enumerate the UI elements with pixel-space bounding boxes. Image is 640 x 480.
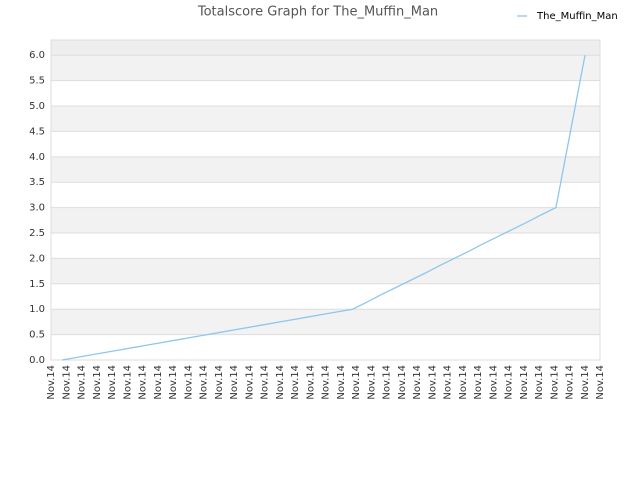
x-tick-label: Nov.14 xyxy=(229,365,240,400)
y-tick-label: 2.0 xyxy=(29,253,45,264)
x-tick-label: Nov.14 xyxy=(321,365,332,400)
y-tick-label: 0.0 xyxy=(29,355,45,366)
grid-band xyxy=(51,309,600,335)
x-tick-label: Nov.14 xyxy=(153,365,164,400)
y-tick-label: 1.0 xyxy=(29,304,45,315)
y-tick-label: 5.0 xyxy=(29,101,45,112)
x-tick-label: Nov.14 xyxy=(595,365,606,400)
grid-band xyxy=(51,233,600,259)
y-tick-label: 4.5 xyxy=(29,126,45,137)
x-tick-label: Nov.14 xyxy=(534,365,545,400)
x-tick-label: Nov.14 xyxy=(183,365,194,400)
x-tick-label: Nov.14 xyxy=(138,365,149,400)
x-tick-label: Nov.14 xyxy=(382,365,393,400)
x-tick-label: Nov.14 xyxy=(580,365,591,400)
plot-border xyxy=(50,39,601,361)
x-tick-label: Nov.14 xyxy=(519,365,530,400)
grid-band xyxy=(51,106,600,132)
y-tick-label: 6.0 xyxy=(29,50,45,61)
grid-band xyxy=(51,207,600,234)
x-tick-label: Nov.14 xyxy=(214,365,225,400)
grid-band xyxy=(51,55,600,81)
y-tick-label: 3.0 xyxy=(29,203,45,214)
grid-band xyxy=(51,283,600,310)
grid-band xyxy=(51,182,600,208)
x-tick-label: Nov.14 xyxy=(275,365,286,400)
data-line xyxy=(61,55,586,361)
x-tick-label: Nov.14 xyxy=(458,365,469,400)
x-tick-label: Nov.14 xyxy=(488,365,499,400)
y-tick-label: 5.5 xyxy=(29,76,45,87)
x-tick-label: Nov.14 xyxy=(107,365,118,400)
x-tick-label: Nov.14 xyxy=(122,365,133,400)
x-tick-label: Nov.14 xyxy=(77,365,88,400)
x-tick-label: Nov.14 xyxy=(397,365,408,400)
grid-band xyxy=(51,80,600,107)
grid-band xyxy=(51,258,600,284)
x-tick-label: Nov.14 xyxy=(427,365,438,400)
x-tick-label: Nov.14 xyxy=(336,365,347,400)
x-tick-label: Nov.14 xyxy=(473,365,484,400)
grid-band xyxy=(51,334,600,360)
chart-title: Totalscore Graph for The_Muffin_Man xyxy=(197,5,438,20)
x-tick-label: Nov.14 xyxy=(244,365,255,400)
grid-band xyxy=(51,156,600,183)
x-tick-label: Nov.14 xyxy=(199,365,210,400)
y-tick-label: 1.5 xyxy=(29,279,45,290)
y-tick-label: 0.5 xyxy=(29,330,45,341)
x-tick-label: Nov.14 xyxy=(504,365,515,400)
y-tick-label: 3.5 xyxy=(29,177,45,188)
grid-band xyxy=(51,131,600,157)
y-tick-label: 2.5 xyxy=(29,228,45,239)
x-tick-label: Nov.14 xyxy=(290,365,301,400)
x-tick-label: Nov.14 xyxy=(168,365,179,400)
x-tick-label: Nov.14 xyxy=(412,365,423,400)
x-tick-label: Nov.14 xyxy=(92,365,103,400)
x-tick-label: Nov.14 xyxy=(366,365,377,400)
x-tick-label: Nov.14 xyxy=(305,365,316,400)
x-tick-label: Nov.14 xyxy=(260,365,271,400)
x-tick-label: Nov.14 xyxy=(443,365,454,400)
legend-label: The_Muffin_Man xyxy=(536,11,618,22)
x-tick-label: Nov.14 xyxy=(351,365,362,400)
x-tick-label: Nov.14 xyxy=(46,365,57,400)
x-tick-label: Nov.14 xyxy=(565,365,576,400)
x-tick-label: Nov.14 xyxy=(549,365,560,400)
y-tick-label: 4.0 xyxy=(29,152,45,163)
x-tick-label: Nov.14 xyxy=(61,365,72,400)
